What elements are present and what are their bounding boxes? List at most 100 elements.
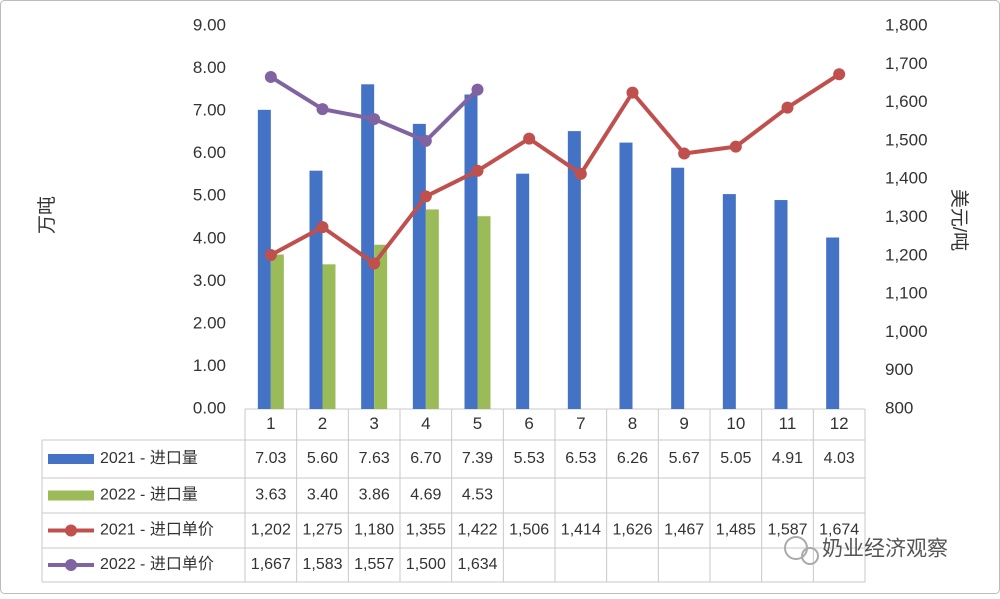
table-value: 6.53 [565,450,596,467]
table-value: 7.63 [359,450,390,467]
line-marker [419,190,432,203]
line-marker [729,140,742,153]
x-tick-label: 2 [318,414,327,433]
y2-tick-label: 1,100 [885,284,928,303]
y2-tick-label: 1,400 [885,169,928,188]
bar [257,109,271,409]
table-value: 1,414 [561,522,601,539]
legend-marker [65,524,77,537]
legend-label: 2021 - 进口单价 [100,521,214,539]
line-marker [419,134,432,147]
x-tick-label: 8 [628,414,637,433]
bar [619,142,633,409]
y2-tick-label: 1,700 [885,54,928,73]
table-value: 1,500 [406,556,446,573]
y-tick-label: 0.00 [193,398,226,417]
table-value: 1,485 [716,522,756,539]
bar [322,264,336,409]
y-tick-label: 3.00 [193,271,226,290]
table-value: 4.53 [462,487,493,504]
bar [826,237,840,409]
table-value: 6.26 [617,450,648,467]
x-tick-label: 12 [830,414,849,433]
table-value: 1,626 [612,522,652,539]
table-value: 3.40 [307,487,338,504]
y-tick-label: 7.00 [193,101,226,120]
line-marker [626,86,639,99]
y2-tick-label: 1,500 [885,130,928,149]
table-value: 4.69 [410,487,441,504]
table-value: 5.53 [514,450,545,467]
table-value: 1,634 [457,556,497,573]
line-marker [678,147,691,160]
bar [374,244,388,409]
bar [464,94,478,410]
table-value: 4.03 [824,450,855,467]
legend-swatch [48,490,94,501]
table-value: 1,587 [767,522,807,539]
table-value: 1,557 [354,556,394,573]
line [269,72,841,266]
y2-tick-label: 900 [885,360,913,379]
bar [567,131,581,409]
y-tick-label: 1.00 [193,356,226,375]
x-tick-label: 6 [524,414,533,433]
bar [309,170,323,409]
y2-tick-label: 800 [885,398,913,417]
table-value: 1,180 [354,522,394,539]
table-value: 5.05 [720,450,751,467]
bar [425,209,439,409]
table-value: 1,674 [819,522,859,539]
line-marker [471,164,484,177]
x-tick-label: 4 [421,414,430,433]
x-tick-label: 1 [266,414,275,433]
x-tick-label: 5 [473,414,482,433]
y-tick-label: 2.00 [193,313,226,332]
table-value: 1,467 [664,522,704,539]
legend-swatch [48,454,94,464]
table-value: 7.39 [462,450,493,467]
legend-label: 2022 - 进口单价 [100,555,214,573]
bar [722,194,736,409]
y2-tick-label: 1,800 [885,15,928,34]
y-tick-label: 5.00 [193,186,226,205]
x-tick-label: 10 [726,414,745,433]
line-marker [781,101,794,114]
table-value: 7.03 [255,450,286,467]
table-value: 3.63 [255,487,286,504]
y-axis-label: 万吨 [36,196,58,234]
line-marker [316,103,329,116]
bar [671,167,685,409]
line-marker [264,249,277,262]
legend-label: 2021 - 进口量 [100,449,198,467]
line-marker [574,167,587,180]
x-tick-label: 11 [779,414,797,433]
watermark: 奶业经济观察 [822,538,948,561]
y2-tick-label: 1,200 [885,245,928,264]
table-value: 1,506 [509,522,549,539]
line-marker [316,221,329,234]
y-tick-label: 6.00 [193,143,226,162]
table-value: 6.70 [410,450,441,467]
line-marker [264,70,277,83]
bar [774,200,788,409]
table-value: 3.86 [359,487,390,504]
line-marker [833,68,846,81]
x-tick-label: 3 [369,414,378,433]
table-value: 1,202 [251,522,291,539]
line-marker [368,257,381,270]
table-value: 1,583 [302,556,342,573]
y-tick-label: 9.00 [193,15,226,34]
y2-tick-label: 1,000 [885,322,928,341]
x-tick-label: 7 [576,414,585,433]
line-marker [523,132,536,145]
bar [477,216,491,409]
bar [270,254,284,409]
bar [412,123,426,409]
y2-tick-label: 1,600 [885,92,928,111]
line-marker [368,113,381,126]
x-tick-label: 9 [679,414,688,433]
bar [361,84,375,409]
